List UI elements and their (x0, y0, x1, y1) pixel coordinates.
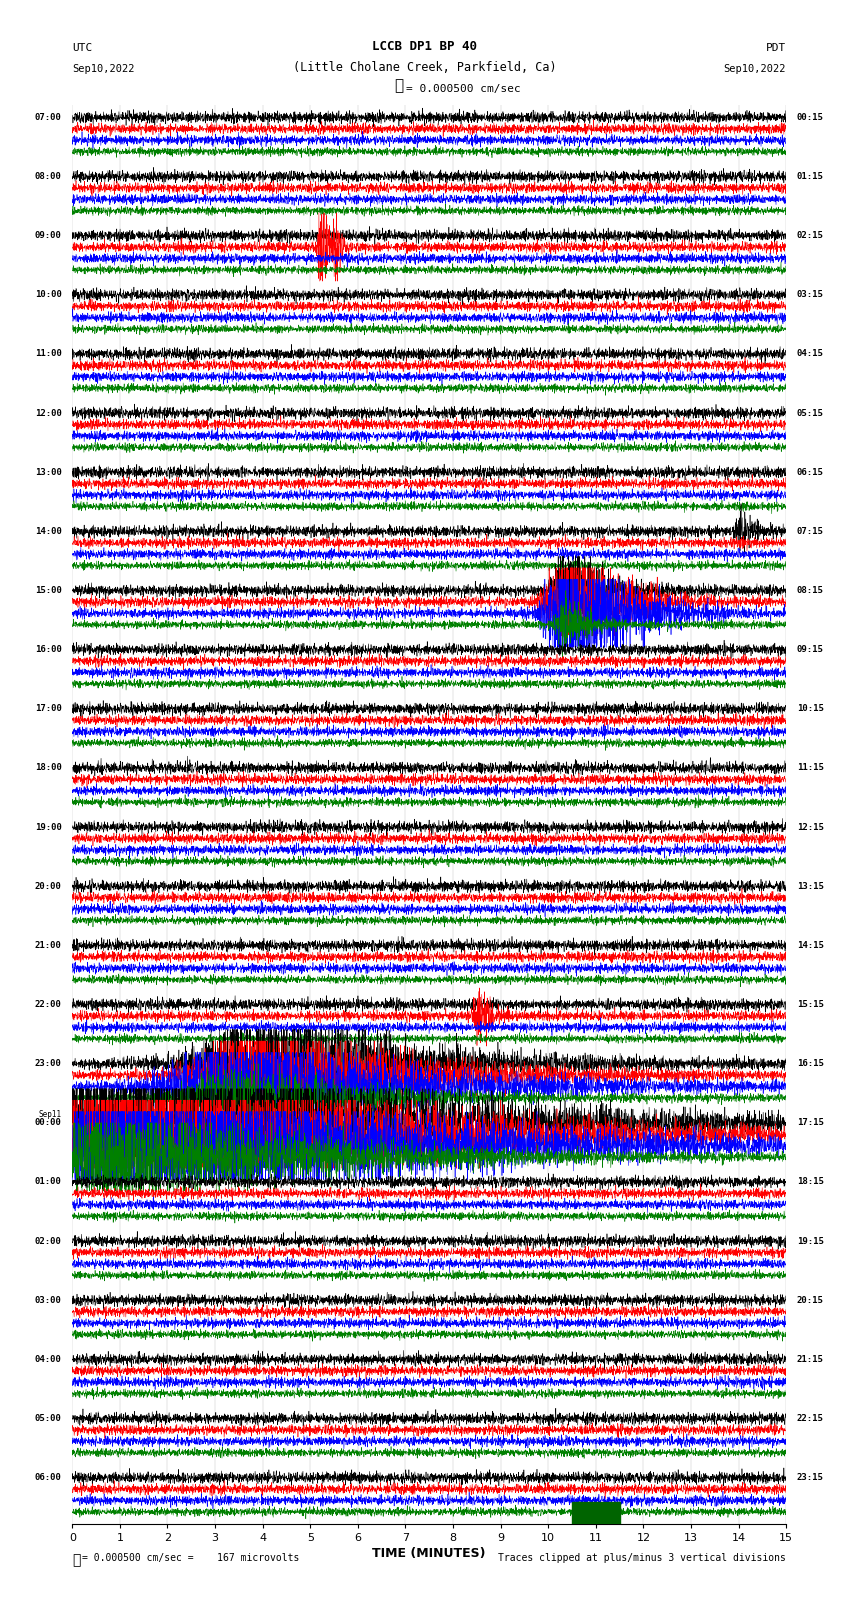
Text: 23:15: 23:15 (796, 1473, 824, 1482)
Text: 01:00: 01:00 (35, 1177, 62, 1187)
Text: Sep11: Sep11 (38, 1110, 62, 1119)
Text: 07:00: 07:00 (35, 113, 62, 123)
Text: 05:15: 05:15 (796, 408, 824, 418)
Text: 19:15: 19:15 (796, 1237, 824, 1245)
Text: 01:15: 01:15 (796, 173, 824, 181)
Text: 05:00: 05:00 (35, 1415, 62, 1423)
Text: Sep10,2022: Sep10,2022 (723, 65, 786, 74)
Text: 11:00: 11:00 (35, 350, 62, 358)
Text: 07:15: 07:15 (796, 527, 824, 536)
Text: 21:00: 21:00 (35, 940, 62, 950)
Text: 12:00: 12:00 (35, 408, 62, 418)
Text: 14:15: 14:15 (796, 940, 824, 950)
Text: 09:15: 09:15 (796, 645, 824, 655)
Text: 06:15: 06:15 (796, 468, 824, 477)
Text: LCCB DP1 BP 40: LCCB DP1 BP 40 (372, 40, 478, 53)
Text: 11:15: 11:15 (796, 763, 824, 773)
Text: 18:15: 18:15 (796, 1177, 824, 1187)
Text: 08:00: 08:00 (35, 173, 62, 181)
Text: 08:15: 08:15 (796, 586, 824, 595)
Text: 00:15: 00:15 (796, 113, 824, 123)
Text: 04:00: 04:00 (35, 1355, 62, 1365)
Text: 12:15: 12:15 (796, 823, 824, 832)
Text: = 0.000500 cm/sec =    167 microvolts: = 0.000500 cm/sec = 167 microvolts (82, 1553, 300, 1563)
Text: ⎹: ⎹ (72, 1553, 81, 1568)
Text: 16:00: 16:00 (35, 645, 62, 655)
Text: 20:00: 20:00 (35, 882, 62, 890)
Text: (Little Cholane Creek, Parkfield, Ca): (Little Cholane Creek, Parkfield, Ca) (293, 61, 557, 74)
Text: 13:15: 13:15 (796, 882, 824, 890)
Text: 10:00: 10:00 (35, 290, 62, 300)
Text: 22:15: 22:15 (796, 1415, 824, 1423)
Text: 19:00: 19:00 (35, 823, 62, 832)
Text: 17:15: 17:15 (796, 1118, 824, 1127)
Text: 09:00: 09:00 (35, 231, 62, 240)
Text: = 0.000500 cm/sec: = 0.000500 cm/sec (406, 84, 521, 94)
Text: 15:15: 15:15 (796, 1000, 824, 1010)
Text: 14:00: 14:00 (35, 527, 62, 536)
Text: 04:15: 04:15 (796, 350, 824, 358)
Text: ⎹: ⎹ (394, 79, 404, 94)
X-axis label: TIME (MINUTES): TIME (MINUTES) (372, 1547, 486, 1560)
Text: 02:15: 02:15 (796, 231, 824, 240)
Text: Sep10,2022: Sep10,2022 (72, 65, 135, 74)
Text: 15:00: 15:00 (35, 586, 62, 595)
Text: 06:00: 06:00 (35, 1473, 62, 1482)
Text: 18:00: 18:00 (35, 763, 62, 773)
Text: 22:00: 22:00 (35, 1000, 62, 1010)
Text: 10:15: 10:15 (796, 705, 824, 713)
Text: 20:15: 20:15 (796, 1295, 824, 1305)
Bar (572, 1502, 620, 1531)
Text: 03:15: 03:15 (796, 290, 824, 300)
Text: 00:00: 00:00 (35, 1118, 62, 1127)
Text: 13:00: 13:00 (35, 468, 62, 477)
Text: UTC: UTC (72, 44, 93, 53)
Text: PDT: PDT (766, 44, 786, 53)
Text: 16:15: 16:15 (796, 1060, 824, 1068)
Text: 17:00: 17:00 (35, 705, 62, 713)
Text: 21:15: 21:15 (796, 1355, 824, 1365)
Text: Traces clipped at plus/minus 3 vertical divisions: Traces clipped at plus/minus 3 vertical … (498, 1553, 786, 1563)
Text: 03:00: 03:00 (35, 1295, 62, 1305)
Text: 02:00: 02:00 (35, 1237, 62, 1245)
Text: 23:00: 23:00 (35, 1060, 62, 1068)
